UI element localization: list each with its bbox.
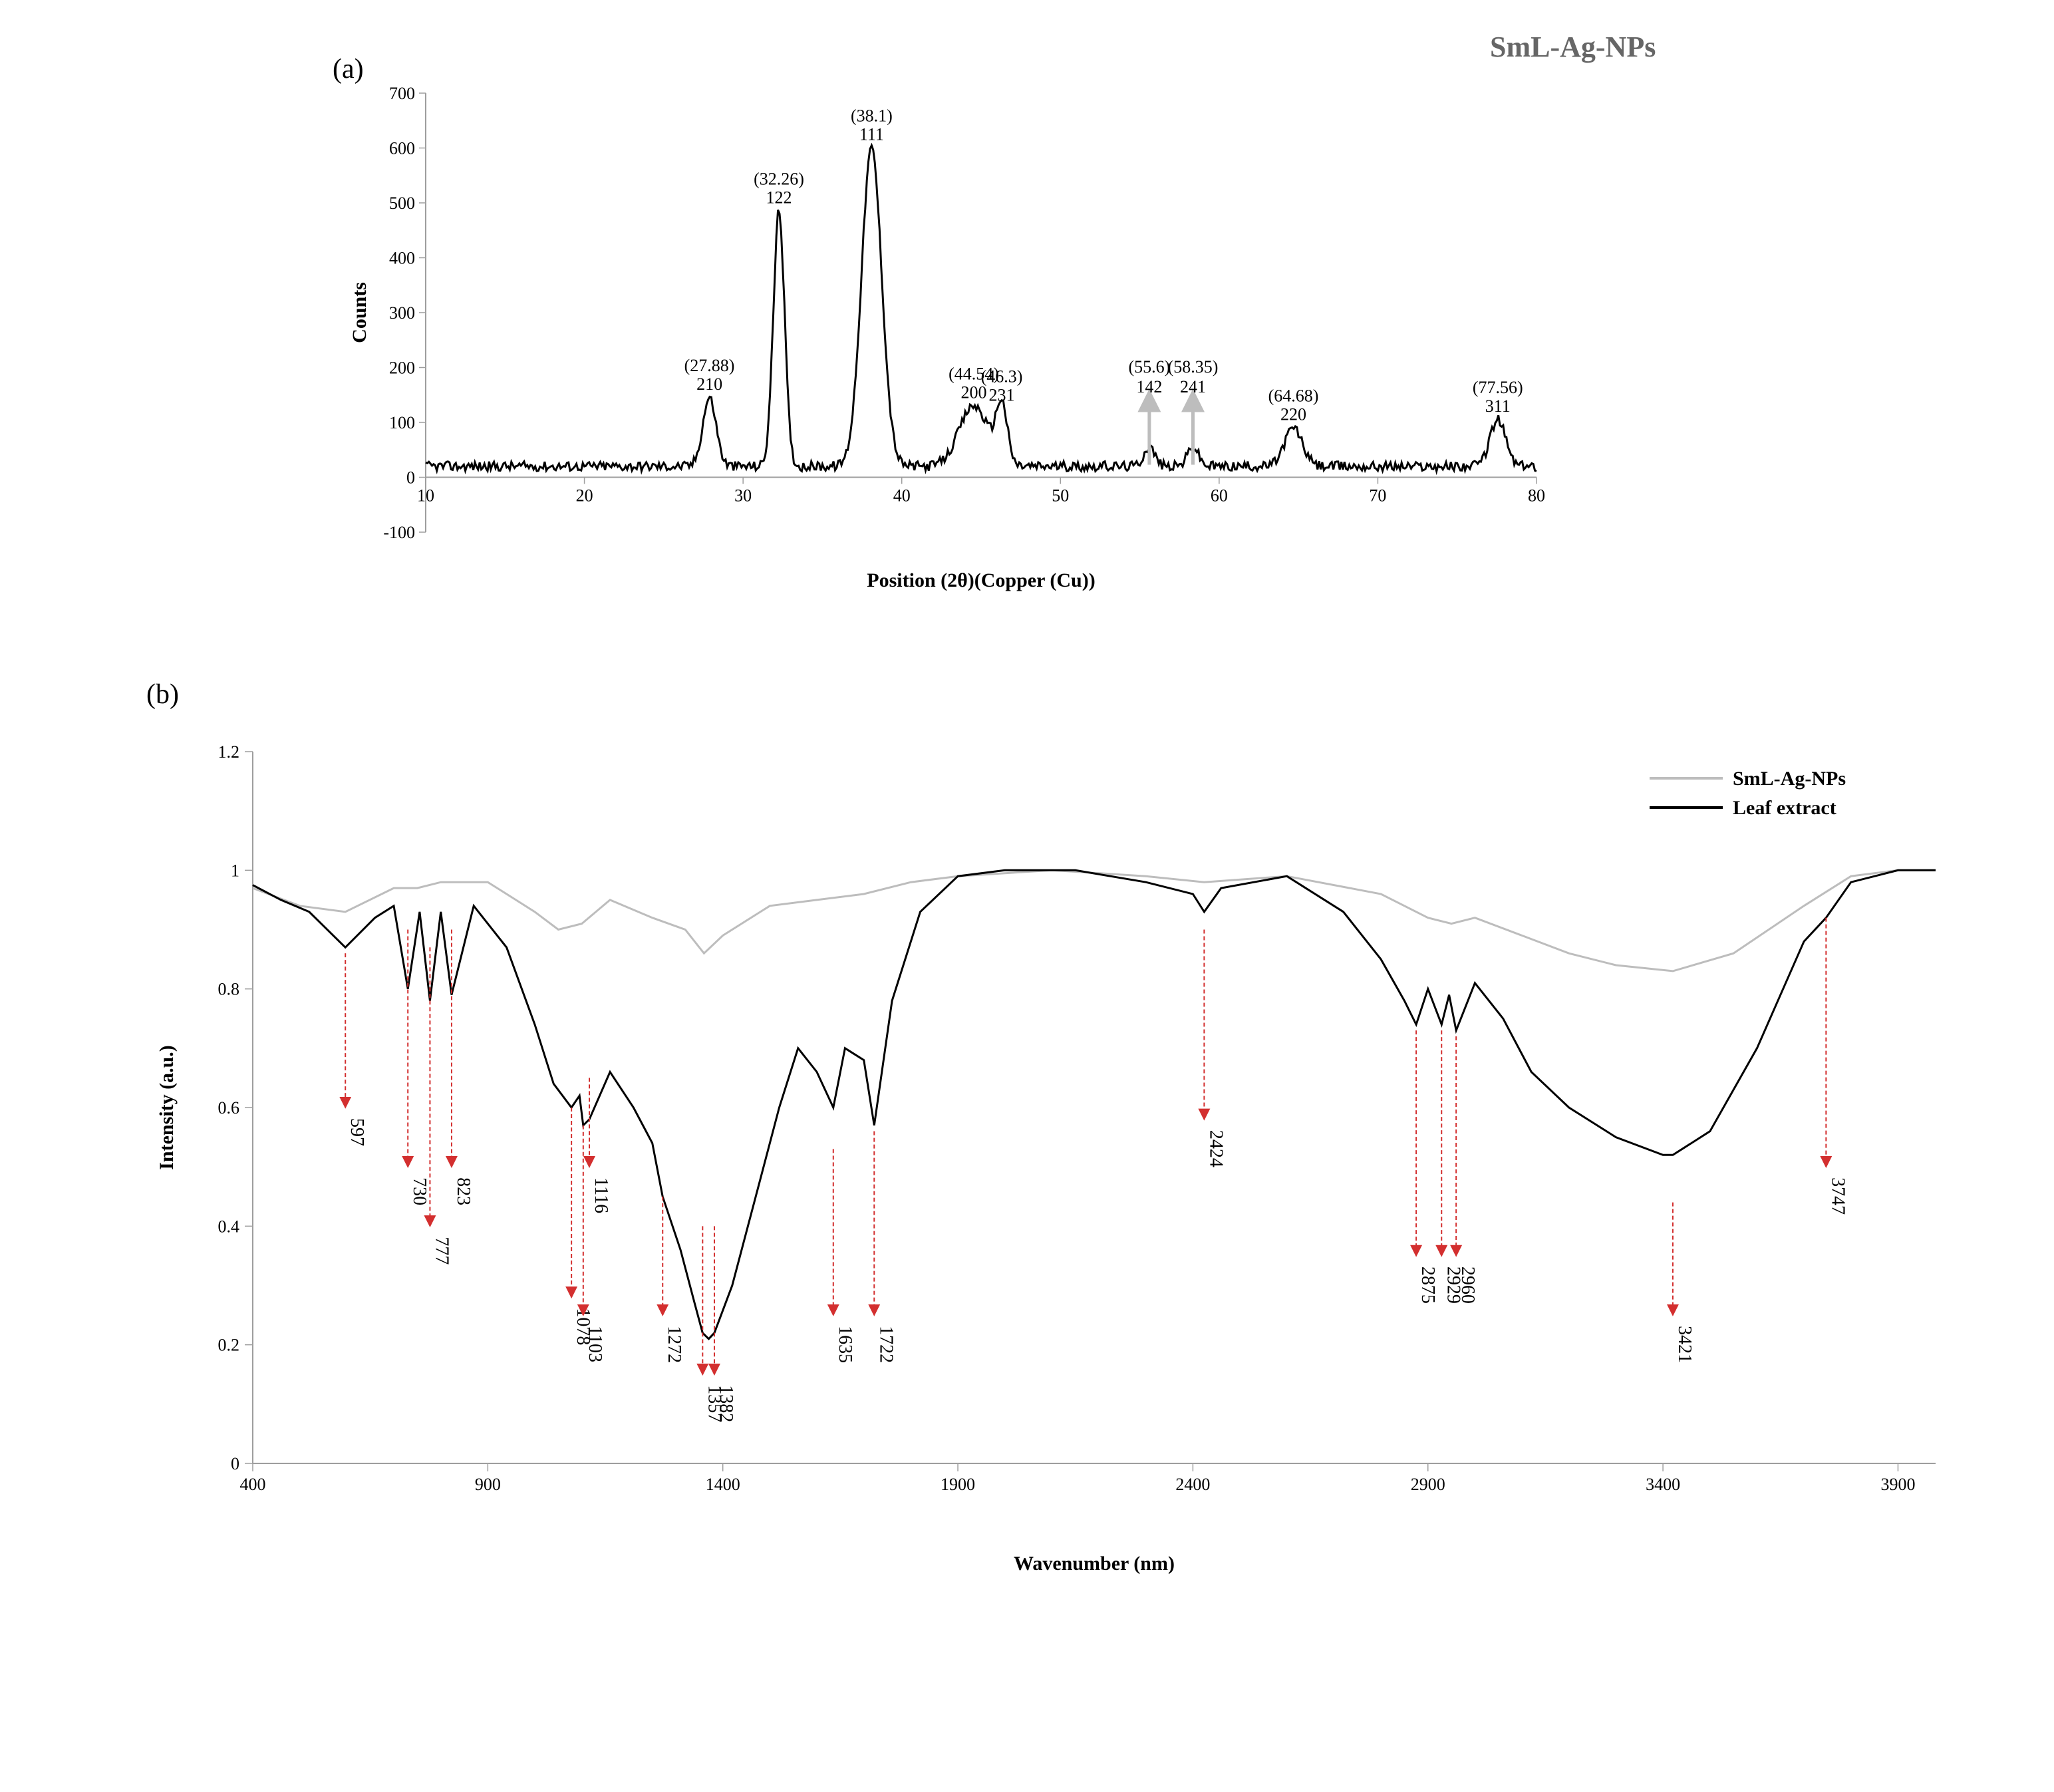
svg-text:SmL-Ag-NPs: SmL-Ag-NPs xyxy=(1733,768,1846,790)
svg-text:220: 220 xyxy=(1280,404,1306,424)
svg-text:30: 30 xyxy=(734,486,752,506)
svg-text:122: 122 xyxy=(766,188,792,207)
peak-label: 3747 xyxy=(1827,1177,1848,1215)
svg-text:(55.6): (55.6) xyxy=(1128,357,1170,376)
svg-text:-100: -100 xyxy=(383,523,415,542)
svg-text:(46.3): (46.3) xyxy=(981,367,1023,386)
svg-text:80: 80 xyxy=(1528,486,1545,506)
svg-text:2400: 2400 xyxy=(1175,1475,1210,1494)
svg-text:0.2: 0.2 xyxy=(218,1336,240,1355)
peak-label: 2960 xyxy=(1457,1267,1478,1304)
peak-label: 2875 xyxy=(1417,1267,1438,1304)
svg-text:400: 400 xyxy=(240,1475,266,1494)
peak-label: 3421 xyxy=(1674,1326,1695,1363)
svg-text:(38.1): (38.1) xyxy=(851,106,893,126)
svg-text:10: 10 xyxy=(417,486,434,506)
peak-label: 1103 xyxy=(585,1326,605,1362)
svg-text:241: 241 xyxy=(1180,377,1206,396)
ftir-series-leaf xyxy=(253,870,1936,1339)
svg-text:(58.35): (58.35) xyxy=(1168,357,1219,376)
xrd-series xyxy=(426,146,1537,472)
peak-label: 777 xyxy=(431,1237,452,1265)
figure-root: SmL-Ag-NPs (a) (b) 1020304050607080-1000… xyxy=(27,27,2027,1636)
svg-text:(32.26): (32.26) xyxy=(754,169,804,188)
svg-text:(27.88): (27.88) xyxy=(684,356,735,375)
svg-text:1: 1 xyxy=(231,861,239,880)
svg-text:0.8: 0.8 xyxy=(218,980,240,999)
svg-text:2900: 2900 xyxy=(1411,1475,1445,1494)
svg-text:20: 20 xyxy=(576,486,593,506)
svg-text:Wavenumber (nm): Wavenumber (nm) xyxy=(1014,1553,1175,1574)
svg-text:0.6: 0.6 xyxy=(218,1098,240,1118)
ftir-series-nps xyxy=(253,870,1936,971)
svg-text:600: 600 xyxy=(389,139,415,158)
peak-label: 1722 xyxy=(875,1326,896,1363)
svg-text:50: 50 xyxy=(1052,486,1069,506)
svg-text:142: 142 xyxy=(1136,377,1162,396)
svg-text:40: 40 xyxy=(893,486,911,506)
svg-text:210: 210 xyxy=(696,374,722,394)
svg-text:111: 111 xyxy=(859,125,884,144)
peak-label: 1635 xyxy=(835,1326,855,1363)
svg-text:Leaf extract: Leaf extract xyxy=(1733,797,1836,819)
svg-text:70: 70 xyxy=(1369,486,1386,506)
svg-text:200: 200 xyxy=(389,359,415,378)
svg-text:1900: 1900 xyxy=(941,1475,975,1494)
xrd-chart: 10 20 30 40 50 60 70 80 -100 0 100 200 300 400 500 600 7… xyxy=(346,80,1556,599)
peak-label: 1382 xyxy=(716,1385,736,1422)
panel-b-label: (b) xyxy=(146,678,179,710)
peak-label: 1272 xyxy=(664,1326,684,1363)
svg-text:500: 500 xyxy=(389,194,415,213)
svg-text:(77.56): (77.56) xyxy=(1473,378,1523,397)
svg-text:60: 60 xyxy=(1211,486,1228,506)
peak-label: 1116 xyxy=(591,1177,611,1213)
peak-label: 823 xyxy=(453,1177,474,1205)
svg-text:900: 900 xyxy=(475,1475,501,1494)
svg-text:1.2: 1.2 xyxy=(218,742,240,762)
svg-text:Counts: Counts xyxy=(349,282,370,343)
legend: SmL-Ag-NPs Leaf extract xyxy=(1650,768,1846,819)
svg-text:3900: 3900 xyxy=(1880,1475,1915,1494)
svg-text:0: 0 xyxy=(231,1454,239,1473)
svg-text:Position (2θ)(Copper (Cu)): Position (2θ)(Copper (Cu)) xyxy=(867,569,1095,591)
svg-text:3400: 3400 xyxy=(1646,1475,1680,1494)
peak-label: 597 xyxy=(347,1118,367,1146)
peak-label: 730 xyxy=(409,1177,430,1205)
svg-text:311: 311 xyxy=(1485,396,1511,416)
svg-text:100: 100 xyxy=(389,413,415,432)
svg-text:700: 700 xyxy=(389,84,415,103)
svg-text:1400: 1400 xyxy=(706,1475,740,1494)
peak-label: 2424 xyxy=(1205,1130,1226,1167)
svg-text:Intensity (a.u.): Intensity (a.u.) xyxy=(156,1045,178,1170)
svg-text:0: 0 xyxy=(406,468,415,488)
svg-text:400: 400 xyxy=(389,249,415,268)
svg-text:(64.68): (64.68) xyxy=(1268,386,1319,405)
svg-text:231: 231 xyxy=(989,385,1015,404)
svg-text:0.4: 0.4 xyxy=(218,1217,240,1236)
ftir-chart: 400 900 1400 1900 2400 2900 3400 3900 0 0.2 0.4 0.6… xyxy=(133,732,1962,1596)
svg-text:300: 300 xyxy=(389,303,415,323)
figure-title: SmL-Ag-NPs xyxy=(1490,30,1656,64)
